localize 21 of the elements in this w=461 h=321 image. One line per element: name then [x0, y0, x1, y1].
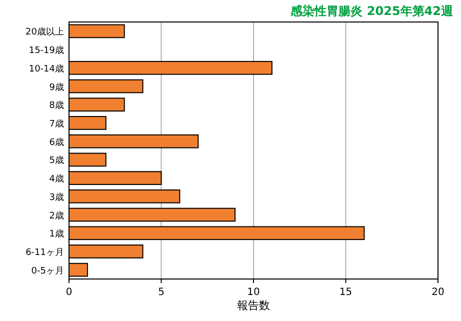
- x-tick-label: 0: [66, 287, 72, 298]
- chart-title: 感染性胃腸炎 2025年第42週: [290, 4, 454, 18]
- y-tick-label: 20歳以上: [26, 26, 64, 38]
- y-tick-label: 6歳: [49, 136, 64, 148]
- y-tick-label: 9歳: [49, 82, 64, 93]
- y-tick-label: 6-11ヶ月: [26, 248, 64, 258]
- y-tick-label: 3歳: [49, 192, 64, 203]
- y-tick-label: 7歳: [49, 118, 64, 130]
- y-tick-label: 5歳: [49, 155, 64, 166]
- y-tick-label: 10-14歳: [28, 63, 64, 74]
- y-tick-label: 1歳: [49, 228, 64, 240]
- x-tick-label: 5: [158, 287, 164, 298]
- y-tick-label: 15-19歳: [28, 45, 64, 56]
- x-tick-label: 10: [247, 287, 260, 298]
- y-tick-label: 0-5ヶ月: [31, 266, 64, 276]
- x-tick-label: 20: [432, 287, 444, 298]
- x-axis-title: 報告数: [237, 299, 270, 312]
- y-tick-label: 2歳: [49, 210, 64, 222]
- y-tick-label: 8歳: [49, 100, 64, 112]
- y-tick-label: 4歳: [49, 174, 64, 185]
- x-tick-label: 15: [339, 287, 352, 298]
